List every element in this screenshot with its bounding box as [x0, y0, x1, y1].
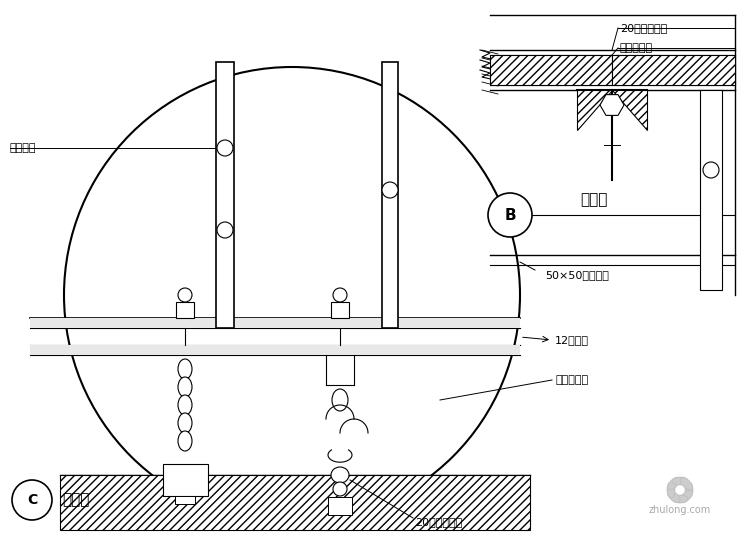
Ellipse shape	[680, 490, 693, 503]
Text: 透明结构胶: 透明结构胶	[620, 43, 653, 53]
Ellipse shape	[178, 359, 192, 379]
Bar	[331, 302, 349, 318]
Circle shape	[217, 222, 233, 238]
Ellipse shape	[333, 482, 347, 496]
Ellipse shape	[178, 413, 192, 433]
Ellipse shape	[685, 482, 693, 498]
Bar	[216, 62, 234, 328]
Text: 大样图: 大样图	[62, 493, 89, 508]
Polygon shape	[577, 90, 612, 130]
Circle shape	[382, 182, 398, 198]
Ellipse shape	[672, 477, 688, 485]
Circle shape	[217, 140, 233, 156]
Ellipse shape	[668, 478, 680, 490]
Text: C: C	[27, 493, 37, 507]
Bar	[382, 62, 398, 328]
Circle shape	[178, 288, 192, 302]
Bar	[328, 497, 352, 515]
Circle shape	[64, 67, 520, 523]
Text: 玻璃吊挂件: 玻璃吊挂件	[555, 375, 588, 385]
Ellipse shape	[178, 431, 192, 451]
Ellipse shape	[178, 395, 192, 415]
Bar	[30, 345, 520, 355]
Text: B: B	[504, 208, 516, 223]
Circle shape	[12, 480, 52, 520]
Bar	[30, 318, 520, 328]
Polygon shape	[612, 90, 647, 130]
Ellipse shape	[667, 482, 675, 498]
Circle shape	[703, 162, 719, 178]
Ellipse shape	[672, 495, 688, 503]
Circle shape	[333, 288, 347, 302]
Circle shape	[488, 193, 532, 237]
Bar	[612, 55, 735, 85]
Ellipse shape	[668, 490, 680, 503]
Text: zhulong.com: zhulong.com	[649, 505, 711, 515]
Ellipse shape	[331, 467, 349, 483]
Text: 剖面图: 剖面图	[580, 192, 607, 208]
Bar	[176, 302, 194, 318]
Ellipse shape	[178, 377, 192, 397]
Polygon shape	[60, 475, 530, 530]
Text: 12号槽钢: 12号槽钢	[555, 335, 589, 345]
Text: 20厘钢化玻璃: 20厘钢化玻璃	[415, 517, 462, 527]
Bar	[700, 90, 722, 290]
Polygon shape	[600, 95, 624, 115]
Text: 20厘钢化玻璃: 20厘钢化玻璃	[620, 23, 668, 33]
Bar	[163, 464, 208, 496]
Bar	[175, 496, 195, 504]
Bar	[490, 55, 612, 85]
Ellipse shape	[680, 478, 693, 490]
Ellipse shape	[332, 389, 348, 411]
Text: 50×50镀锌角钢: 50×50镀锌角钢	[545, 270, 609, 280]
Text: 膨胀螺栓: 膨胀螺栓	[10, 143, 37, 153]
